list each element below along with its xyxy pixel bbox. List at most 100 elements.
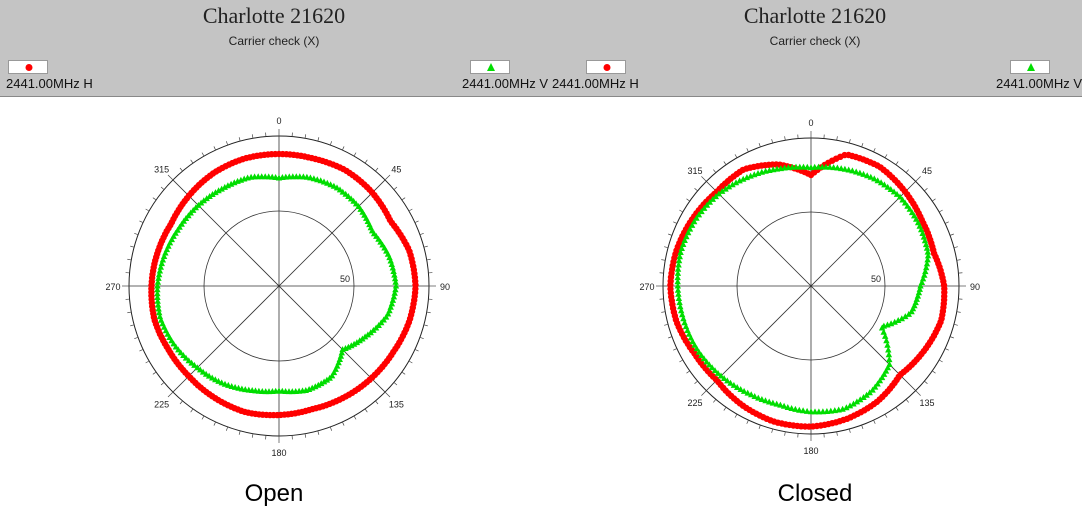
data-point xyxy=(857,396,864,403)
angle-tick-label: 270 xyxy=(105,282,120,292)
polar-tick-mark xyxy=(873,419,876,424)
data-point xyxy=(159,320,166,327)
data-point xyxy=(695,211,703,218)
data-point xyxy=(896,193,904,200)
data-point xyxy=(154,301,162,308)
panel-caption-closed: Closed xyxy=(777,480,853,507)
polar-tick-mark xyxy=(915,390,921,396)
polar-tick-mark xyxy=(924,188,928,192)
radial-tick-label: 50 xyxy=(871,274,881,284)
data-point xyxy=(168,337,175,344)
data-point xyxy=(338,349,345,356)
polar-panel-closed: Charlotte 21620 Carrier check (X) 2441.0… xyxy=(548,0,1082,514)
polar-tick-mark xyxy=(694,188,698,192)
data-point xyxy=(890,188,898,195)
polar-tick-mark xyxy=(895,161,899,165)
polar-tick-mark xyxy=(375,167,379,172)
data-point xyxy=(719,187,726,194)
polar-tick-mark xyxy=(179,400,183,405)
data-point xyxy=(392,278,399,285)
data-point xyxy=(674,282,681,289)
polar-tick-mark xyxy=(127,311,132,314)
data-point xyxy=(166,334,173,340)
data-point xyxy=(874,380,881,387)
data-point xyxy=(856,169,864,176)
data-point xyxy=(686,225,694,232)
data-point xyxy=(864,172,871,179)
polar-tick-mark xyxy=(375,400,379,405)
data-point xyxy=(693,214,700,221)
data-point xyxy=(871,175,878,182)
polar-tick-mark xyxy=(419,233,424,236)
data-point xyxy=(901,199,909,206)
data-point xyxy=(891,318,898,325)
polar-tick-mark xyxy=(190,408,194,413)
polar-tick-mark xyxy=(953,323,958,326)
data-point xyxy=(154,286,161,293)
data-point xyxy=(272,174,279,180)
polar-tick-mark xyxy=(414,220,419,223)
data-point xyxy=(390,268,397,274)
data-point xyxy=(834,164,841,171)
polar-tick-mark xyxy=(329,426,333,431)
data-point xyxy=(876,377,884,384)
data-point xyxy=(922,241,930,248)
data-point xyxy=(675,295,683,301)
polar-tick-mark xyxy=(401,197,406,201)
polar-tick-mark xyxy=(342,421,345,426)
polar-tick-mark xyxy=(201,152,205,157)
polar-plot-open: 0 45 90 135 180 225 270 315 50 xyxy=(105,116,450,458)
polar-tick-mark xyxy=(134,336,139,339)
data-point xyxy=(156,313,164,320)
polar-tick-mark xyxy=(408,360,413,364)
series-h xyxy=(148,150,419,419)
polar-tick-mark xyxy=(353,415,357,420)
data-point xyxy=(683,233,690,240)
polar-tick-mark xyxy=(953,246,958,249)
polar-tick-mark xyxy=(160,186,165,190)
polar-tick-mark xyxy=(895,407,899,411)
data-point xyxy=(333,184,341,191)
data-point xyxy=(905,310,912,317)
polar-tick-mark xyxy=(664,246,669,249)
data-point xyxy=(164,330,171,337)
data-point xyxy=(924,248,931,255)
data-point xyxy=(698,208,705,215)
data-point xyxy=(853,398,861,405)
polar-tick-mark xyxy=(661,311,666,313)
data-point xyxy=(203,195,210,202)
data-point xyxy=(732,179,740,186)
data-point xyxy=(163,246,171,253)
polar-tick-mark xyxy=(419,336,424,339)
polar-tick-mark xyxy=(771,139,774,144)
data-point xyxy=(324,179,331,186)
data-point xyxy=(866,389,873,396)
data-point xyxy=(804,163,811,170)
polar-tick-mark xyxy=(423,245,428,248)
angle-tick-label: 225 xyxy=(688,398,703,408)
data-point xyxy=(924,252,932,259)
data-point xyxy=(869,386,876,393)
polar-tick-mark xyxy=(414,349,419,352)
polar-tick-mark xyxy=(364,159,368,164)
data-point xyxy=(679,311,686,318)
legend-v-swatch xyxy=(470,60,510,74)
data-point xyxy=(200,197,207,204)
data-point xyxy=(748,391,755,398)
data-point xyxy=(392,286,399,293)
data-point xyxy=(908,308,915,315)
data-point xyxy=(722,185,729,192)
polar-tick-mark xyxy=(956,259,961,261)
data-point xyxy=(685,229,692,236)
data-point xyxy=(390,293,398,300)
polar-spoke xyxy=(172,179,386,393)
polar-tick-mark xyxy=(213,421,216,426)
data-point xyxy=(272,150,279,158)
data-point xyxy=(887,186,894,192)
data-point xyxy=(209,191,216,197)
data-point xyxy=(162,327,170,334)
data-point xyxy=(391,289,398,296)
data-point xyxy=(209,374,216,381)
polar-tick-mark xyxy=(130,245,135,248)
data-point xyxy=(831,407,838,414)
